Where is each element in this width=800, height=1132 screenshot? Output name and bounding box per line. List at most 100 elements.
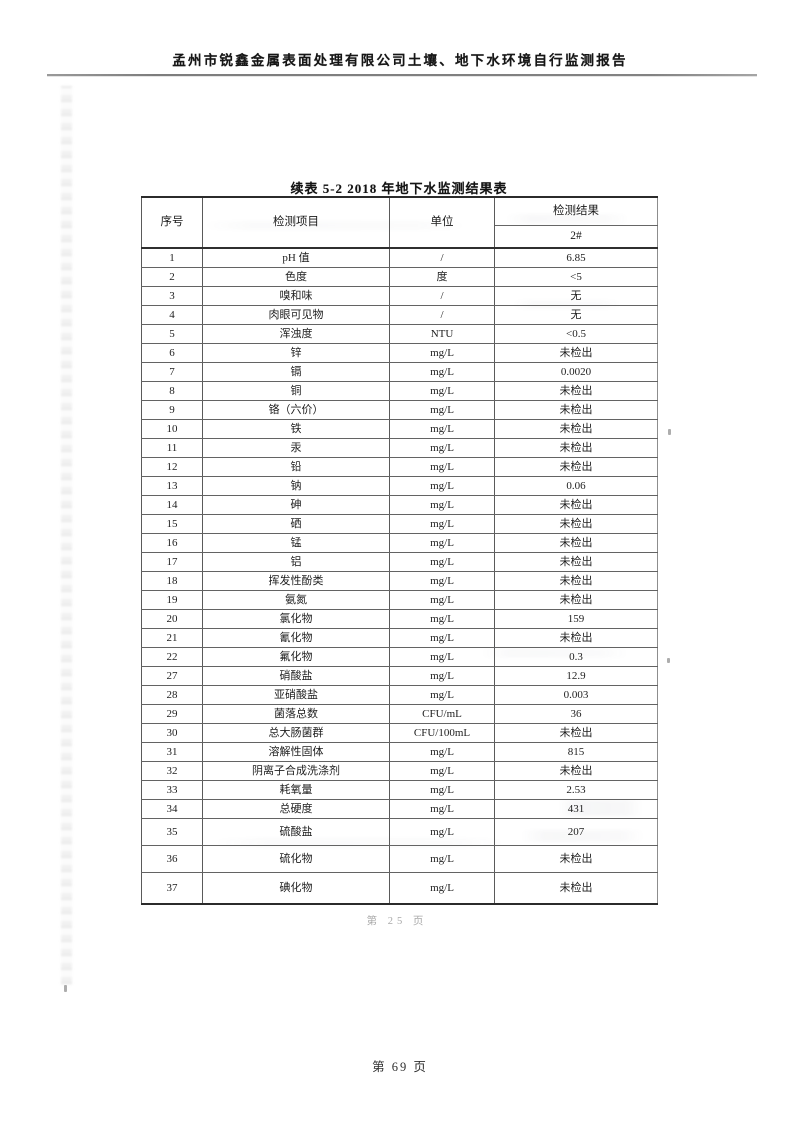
row-number: 32 xyxy=(141,761,203,781)
table-row: 13 钠 mg/L 0.06 xyxy=(141,476,658,496)
row-number: 28 xyxy=(141,685,203,705)
unit-cell: mg/L xyxy=(389,476,495,496)
item-cell: 肉眼可见物 xyxy=(202,305,390,325)
item-cell: 铜 xyxy=(202,381,390,401)
row-number: 34 xyxy=(141,799,203,819)
item-cell: 硝酸盐 xyxy=(202,666,390,686)
row-number: 16 xyxy=(141,533,203,553)
value-cell: <5 xyxy=(494,267,658,287)
unit-cell: mg/L xyxy=(389,571,495,591)
outer-page-number: 第 69 页 xyxy=(372,1060,428,1074)
item-cell: 菌落总数 xyxy=(202,704,390,724)
item-cell: 铝 xyxy=(202,552,390,572)
value-cell: 36 xyxy=(494,704,658,724)
item-cell: 总硬度 xyxy=(202,799,390,819)
table-row: 16 锰 mg/L 未检出 xyxy=(141,533,658,553)
value-cell: 207 xyxy=(494,818,658,846)
unit-cell: CFU/100mL xyxy=(389,723,495,743)
value-cell: 未检出 xyxy=(494,628,658,648)
scan-speck xyxy=(667,658,670,663)
table-row: 35 硫酸盐 mg/L 207 xyxy=(141,818,658,846)
scan-speck xyxy=(668,429,671,435)
unit-cell: mg/L xyxy=(389,742,495,762)
table-body: 1 pH 值/6.85 2 色度度 <5 3 嗅和味 / 无 4 肉眼可见物 / 无 5 浑浊度 NTU <0.… xyxy=(141,247,658,905)
unit-cell: mg/L xyxy=(389,552,495,572)
table-row: 34 总硬度 mg/L 431 xyxy=(141,799,658,819)
unit-cell: mg/L xyxy=(389,761,495,781)
row-number: 27 xyxy=(141,666,203,686)
row-number: 5 xyxy=(141,324,203,344)
value-cell: 0.003 xyxy=(494,685,658,705)
column-header-result: 检测结果 xyxy=(494,196,658,226)
table-row: 17 铝 mg/L 未检出 xyxy=(141,552,658,572)
table-row: 9 铬（六价） mg/L 未检出 xyxy=(141,400,658,420)
item-cell: 浑浊度 xyxy=(202,324,390,344)
row-number: 31 xyxy=(141,742,203,762)
item-cell: 汞 xyxy=(202,438,390,458)
table-row: 4 肉眼可见物 / 无 xyxy=(141,305,658,325)
table-row: 14 砷 mg/L 未检出 xyxy=(141,495,658,515)
item-cell: 铁 xyxy=(202,419,390,439)
value-cell: 未检出 xyxy=(494,514,658,534)
unit-cell: mg/L xyxy=(389,343,495,363)
row-number: 11 xyxy=(141,438,203,458)
value-cell: 未检出 xyxy=(494,381,658,401)
value-cell: 未检出 xyxy=(494,590,658,610)
value-cell: 未检出 xyxy=(494,438,658,458)
item-cell: 锌 xyxy=(202,343,390,363)
item-cell: 氟化物 xyxy=(202,647,390,667)
value-cell: 未检出 xyxy=(494,723,658,743)
table-row: 1 pH 值/6.85 xyxy=(141,247,658,268)
unit-cell: NTU xyxy=(389,324,495,344)
table-row: 8 铜 mg/L 未检出 xyxy=(141,381,658,401)
value-cell: 未检出 xyxy=(494,845,658,873)
row-number: 2 xyxy=(141,267,203,287)
value-cell: 未检出 xyxy=(494,400,658,420)
column-header-item: 检测项目 xyxy=(202,196,390,249)
value-cell: 未检出 xyxy=(494,457,658,477)
value-cell: 159 xyxy=(494,609,658,629)
scan-speck xyxy=(64,985,67,992)
unit-cell: mg/L xyxy=(389,419,495,439)
row-number: 35 xyxy=(141,818,203,846)
row-number: 3 xyxy=(141,286,203,306)
value-cell: 未检出 xyxy=(494,419,658,439)
value-cell: 未检出 xyxy=(494,761,658,781)
table-row: 28 亚硝酸盐 mg/L 0.003 xyxy=(141,685,658,705)
value-cell: 无 xyxy=(494,286,658,306)
row-number: 12 xyxy=(141,457,203,477)
unit-cell: mg/L xyxy=(389,845,495,873)
table-row: 12 铅 mg/L 未检出 xyxy=(141,457,658,477)
column-header-serial: 序号 xyxy=(141,196,203,249)
table-row: 19 氨氮 mg/L 未检出 xyxy=(141,590,658,610)
unit-cell: mg/L xyxy=(389,628,495,648)
table-row: 3 嗅和味 / 无 xyxy=(141,286,658,306)
row-number: 8 xyxy=(141,381,203,401)
table-row: 33 耗氧量 mg/L 2.53 xyxy=(141,780,658,800)
item-cell: 铅 xyxy=(202,457,390,477)
table-row: 21 氰化物 mg/L 未检出 xyxy=(141,628,658,648)
unit-cell: mg/L xyxy=(389,514,495,534)
item-cell: 镉 xyxy=(202,362,390,382)
value-cell: 2.53 xyxy=(494,780,658,800)
table-row: 20 氯化物 mg/L 159 xyxy=(141,609,658,629)
table-row: 32 阴离子合成洗涤剂 mg/L 未检出 xyxy=(141,761,658,781)
unit-cell: mg/L xyxy=(389,609,495,629)
unit-cell: / xyxy=(389,305,495,325)
item-cell: 阴离子合成洗涤剂 xyxy=(202,761,390,781)
row-number: 17 xyxy=(141,552,203,572)
value-cell: 6.85 xyxy=(494,247,658,268)
item-cell: 色度 xyxy=(202,267,390,287)
row-number: 7 xyxy=(141,362,203,382)
unit-cell: mg/L xyxy=(389,590,495,610)
item-cell: 硒 xyxy=(202,514,390,534)
unit-cell: mg/L xyxy=(389,666,495,686)
row-number: 13 xyxy=(141,476,203,496)
row-number: 22 xyxy=(141,647,203,667)
table-row: 18 挥发性酚类 mg/L 未检出 xyxy=(141,571,658,591)
table-row: 30 总大肠菌群 CFU/100mL 未检出 xyxy=(141,723,658,743)
value-cell: 未检出 xyxy=(494,533,658,553)
item-cell: 碘化物 xyxy=(202,872,390,905)
table-row: 36 硫化物 mg/L 未检出 xyxy=(141,845,658,873)
